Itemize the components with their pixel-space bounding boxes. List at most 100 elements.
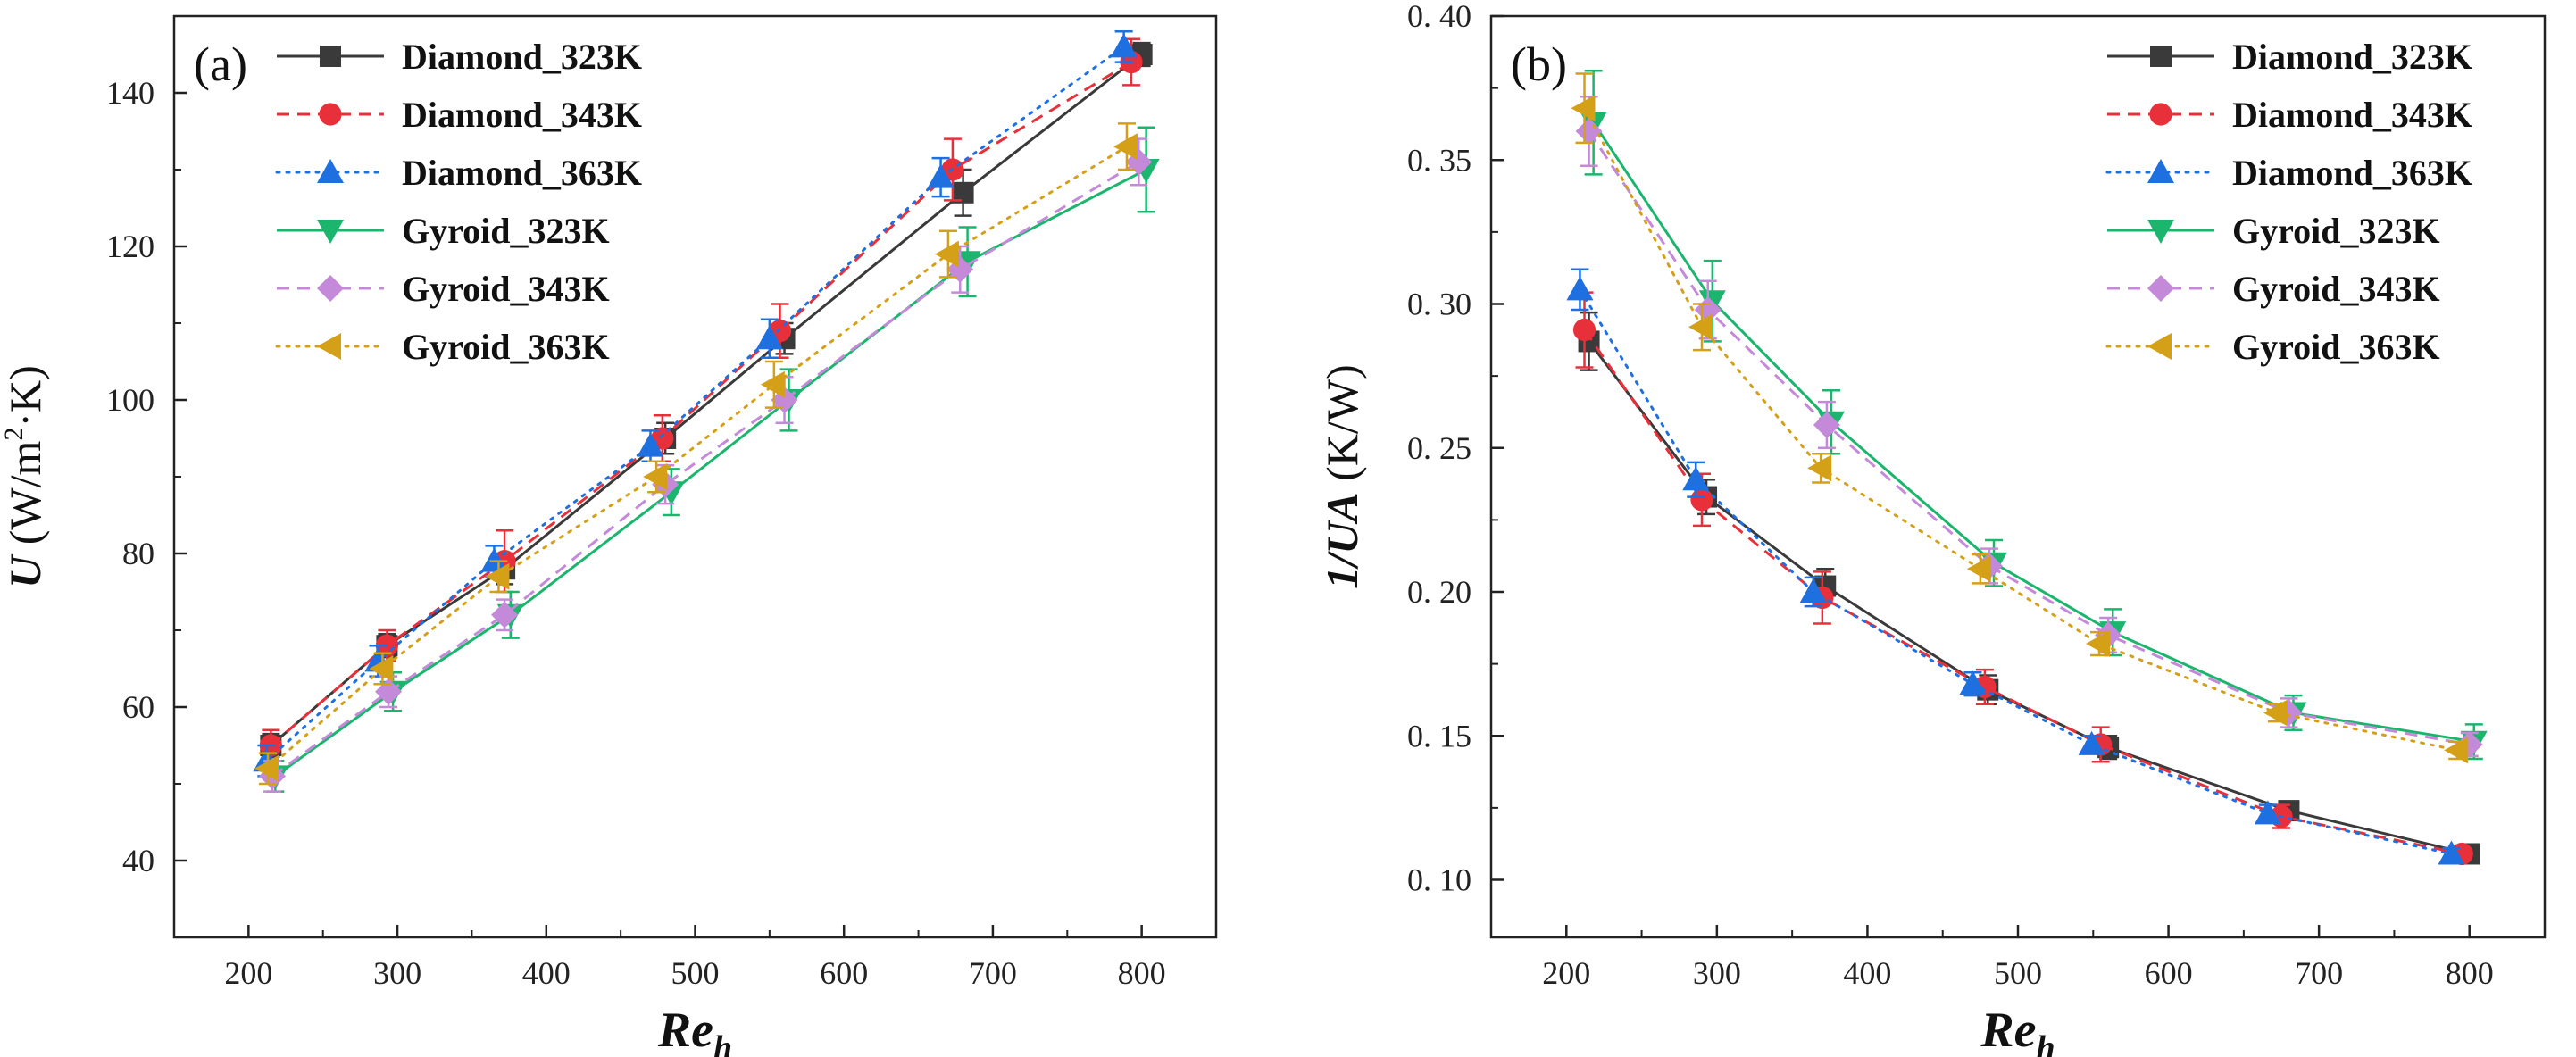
x-tick-label: 200	[224, 955, 272, 991]
x-tick-label: 800	[1118, 955, 1166, 991]
series-Gyroid_363K	[254, 122, 1138, 786]
series-line	[1583, 106, 2459, 752]
series-Gyroid_363K	[1571, 72, 2469, 764]
legend-marker	[320, 46, 341, 67]
x-tick-label: 200	[1542, 955, 1590, 991]
data-point	[2254, 800, 2281, 825]
y-tick-label: 120	[106, 229, 154, 264]
y-axis-title: U (W/m2·K)	[0, 365, 50, 588]
chart-panel-a: 200 300 400 500 600 700 800 40 60 80 100 120 140 (a) R…	[0, 14, 1218, 1057]
data-point	[1813, 411, 1840, 438]
x-tick-label: 300	[1693, 955, 1741, 991]
legend-marker	[2149, 103, 2172, 126]
legend-label: Diamond_323K	[2232, 37, 2472, 77]
y-tick-label: 0. 35	[1407, 142, 1471, 178]
data-point	[643, 463, 668, 490]
data-point	[1566, 276, 1594, 301]
legend-marker	[317, 275, 344, 302]
y-tick-label: 0. 15	[1407, 718, 1471, 753]
x-tick-label: 500	[671, 955, 720, 991]
legend-label: Diamond_343K	[2232, 95, 2472, 135]
x-axis-title: Reh	[1980, 1003, 2055, 1057]
series-Gyroid_343K	[1575, 96, 2483, 758]
data-point	[1571, 95, 1596, 122]
legend-marker	[319, 103, 342, 126]
legend-label: Gyroid_363K	[402, 327, 610, 367]
legend-label: Gyroid_343K	[2232, 269, 2440, 309]
legend-label: Diamond_363K	[402, 153, 642, 193]
data-point	[485, 562, 510, 590]
data-point	[927, 163, 955, 188]
series-Diamond_363K	[253, 29, 1138, 778]
data-point	[2438, 840, 2465, 865]
x-tick-label: 800	[2446, 955, 2494, 991]
plot-frame	[172, 14, 1218, 939]
legend-label: Gyroid_343K	[402, 269, 610, 309]
series-line	[1588, 340, 2471, 855]
data-point	[2263, 699, 2288, 727]
x-tick-label: 600	[820, 955, 868, 991]
legend-marker	[2147, 159, 2174, 183]
data-point	[1113, 133, 1138, 161]
x-tick-label: 300	[373, 955, 421, 991]
x-tick-label: 400	[1843, 955, 1891, 991]
data-point	[480, 547, 508, 572]
y-tick-label: 140	[106, 75, 154, 111]
legend-label: Diamond_363K	[2232, 153, 2472, 193]
series-Diamond_343K	[259, 37, 1143, 762]
y-tick-label: 100	[106, 382, 154, 418]
legend-marker	[317, 220, 344, 244]
legend-marker	[2147, 220, 2174, 244]
x-tick-label: 600	[2145, 955, 2193, 991]
legend-label: Gyroid_363K	[2232, 327, 2440, 367]
data-point	[2086, 630, 2111, 658]
data-point	[2078, 730, 2105, 755]
legend-label: Gyroid_323K	[402, 211, 610, 251]
data-point	[1688, 313, 1713, 341]
data-point	[369, 655, 394, 682]
data-point	[1690, 488, 1713, 512]
panel-label: (b)	[1511, 37, 1567, 91]
legend-marker	[317, 333, 341, 360]
data-point	[1966, 555, 1991, 583]
data-point	[1959, 670, 1987, 695]
data-point	[760, 370, 785, 398]
data-point	[934, 240, 959, 268]
data-point	[1110, 33, 1138, 58]
x-tick-label: 500	[1994, 955, 2042, 991]
legend-label: Diamond_323K	[402, 37, 642, 77]
x-axis-title: Reh	[657, 1003, 732, 1057]
legend-marker	[2147, 333, 2172, 360]
legend-label: Gyroid_323K	[2232, 211, 2440, 251]
y-tick-label: 80	[122, 536, 154, 571]
x-tick-label: 400	[522, 955, 571, 991]
x-tick-label: 700	[2295, 955, 2343, 991]
y-tick-label: 60	[122, 689, 154, 725]
data-point	[375, 634, 399, 657]
y-axis-title: 1/UA (K/W)	[1317, 364, 1367, 588]
chart-panel-b: 200 300 400 500 600 700 800 0. 10 0. 15 0. 20 0. 2…	[1317, 0, 2547, 1057]
series-line	[266, 145, 1129, 770]
data-point	[1575, 118, 1603, 145]
legend-marker	[2150, 46, 2172, 67]
series-line	[1578, 287, 2453, 855]
data-point	[1572, 318, 1596, 342]
y-tick-label: 0. 20	[1407, 574, 1471, 610]
data-point	[2444, 737, 2469, 764]
data-point	[254, 754, 279, 782]
data-point	[1799, 578, 1827, 603]
y-tick-label: 40	[122, 843, 154, 878]
y-tick-label: 0. 10	[1407, 862, 1471, 898]
y-tick-label: 0. 30	[1407, 287, 1471, 322]
series-line	[1583, 329, 2463, 855]
data-point	[755, 325, 783, 350]
data-point	[1807, 454, 1832, 482]
data-point	[637, 432, 664, 457]
legend-marker	[317, 159, 344, 183]
panel-label: (a)	[194, 37, 247, 91]
data-point	[491, 601, 519, 628]
y-tick-label: 0. 40	[1407, 0, 1471, 34]
legend-label: Diamond_343K	[402, 95, 642, 135]
legend-marker	[2147, 275, 2174, 302]
